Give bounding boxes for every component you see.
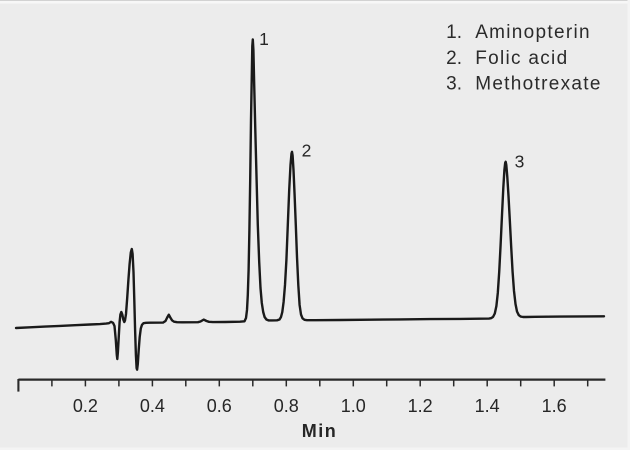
svg-text:2: 2	[302, 141, 312, 161]
svg-text:Methotrexate: Methotrexate	[475, 74, 602, 95]
svg-text:1.: 1.	[446, 22, 462, 43]
svg-text:3.: 3.	[446, 74, 462, 95]
svg-text:0.4: 0.4	[140, 396, 165, 416]
svg-text:1.4: 1.4	[475, 396, 500, 416]
svg-text:3: 3	[515, 152, 525, 172]
svg-text:1.6: 1.6	[542, 396, 567, 416]
svg-text:Folic acid: Folic acid	[475, 48, 568, 69]
svg-text:1.0: 1.0	[341, 396, 366, 416]
svg-text:Min: Min	[302, 421, 338, 441]
svg-text:0.6: 0.6	[207, 396, 232, 416]
svg-text:0.8: 0.8	[274, 396, 299, 416]
svg-text:Aminopterin: Aminopterin	[475, 22, 591, 43]
svg-text:0.2: 0.2	[73, 396, 98, 416]
svg-text:1.2: 1.2	[408, 396, 433, 416]
svg-text:2.: 2.	[446, 48, 462, 69]
svg-text:1: 1	[259, 29, 269, 49]
